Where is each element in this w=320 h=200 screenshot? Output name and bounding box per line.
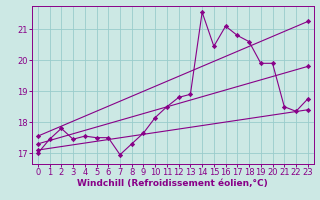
X-axis label: Windchill (Refroidissement éolien,°C): Windchill (Refroidissement éolien,°C) (77, 179, 268, 188)
